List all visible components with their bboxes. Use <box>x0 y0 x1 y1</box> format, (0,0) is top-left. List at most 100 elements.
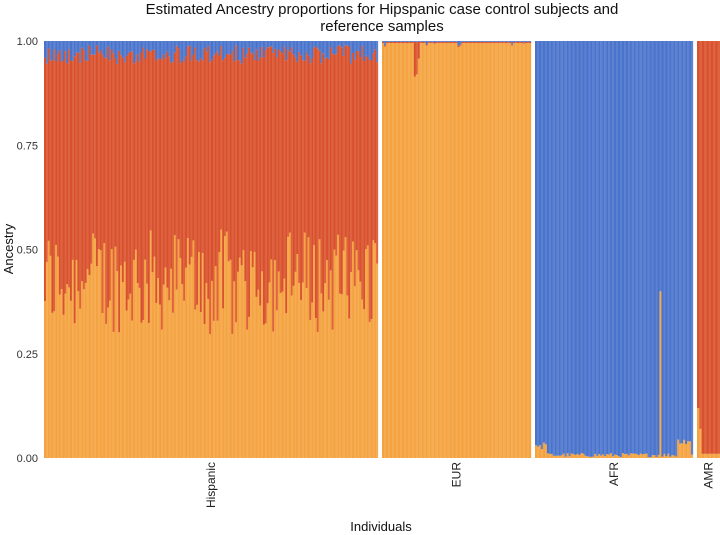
bar-segment-african <box>344 41 347 46</box>
y-tick-label: 0.50 <box>17 245 38 257</box>
bar-segment-european <box>435 43 438 458</box>
bar-segment-native-american <box>47 48 50 241</box>
bar-segment-european <box>125 310 128 458</box>
bar-segment-native-american <box>285 60 288 314</box>
bar-segment-african <box>554 41 557 456</box>
bar-segment-european <box>387 43 391 458</box>
bar-segment-european <box>136 283 139 458</box>
bar-segment-european <box>653 455 656 458</box>
bar-segment-african <box>105 41 108 59</box>
bar-segment-native-american <box>114 58 117 247</box>
bar-segment-native-american <box>475 41 478 44</box>
bar-segment-african <box>382 41 385 42</box>
bar-segment-european <box>663 453 666 458</box>
bar-segment-european <box>361 299 364 458</box>
bar-segment-african <box>352 41 355 54</box>
bar-segment-african <box>159 41 162 58</box>
bar-segment-african <box>136 41 139 55</box>
bar-segment-african <box>44 41 47 58</box>
bar-segment-european <box>103 243 106 458</box>
bar-segment-european <box>556 455 559 458</box>
bar-segment-native-american <box>270 46 273 260</box>
bar-segment-native-american <box>322 53 325 312</box>
bar-segment-african <box>223 41 226 58</box>
bar-segment-african <box>529 41 532 42</box>
bar-segment-native-american <box>339 45 342 294</box>
bar-segment-native-american <box>327 59 330 300</box>
bar-segment-african <box>244 41 247 58</box>
bar-segment-european <box>209 334 212 458</box>
bar-segment-native-american <box>697 41 700 408</box>
bar-segment-native-american <box>342 55 345 251</box>
bar-segment-european <box>604 456 607 458</box>
bar-segment-european <box>683 439 686 458</box>
bar-segment-african <box>584 41 587 456</box>
bar-segment-european <box>651 455 654 458</box>
bar-segment-african <box>673 41 676 456</box>
bar-segment-european <box>262 324 265 458</box>
bar-segment-european <box>489 43 492 458</box>
bar-segment-european <box>159 304 162 458</box>
bar-segment-african <box>449 41 452 42</box>
bar-segment-native-american <box>298 51 301 283</box>
bar-segment-european <box>314 318 317 458</box>
bar-segment-african <box>465 41 468 42</box>
bar-segment-african <box>535 41 538 446</box>
bar-segment-native-american <box>155 60 158 303</box>
bar-segment-european <box>77 291 80 458</box>
bar-segment-european <box>437 43 440 458</box>
bar-segment-african <box>497 41 500 42</box>
bar-segment-native-american <box>129 51 132 294</box>
bar-segment-native-american <box>118 50 121 333</box>
bar-segment-native-american <box>288 51 291 233</box>
bar-segment-african <box>417 41 420 42</box>
bar-segment-african <box>203 41 206 49</box>
bar-segment-native-american <box>523 42 526 44</box>
bar-segment-native-american <box>90 54 93 264</box>
bar-segment-african <box>544 41 548 445</box>
bar-segment-european <box>331 329 334 458</box>
bar-segment-native-american <box>499 41 502 44</box>
bar-segment-european <box>383 46 387 459</box>
bar-segment-european <box>501 43 504 458</box>
bar-segment-european <box>281 291 284 458</box>
bar-segment-european <box>540 449 544 458</box>
bar-segment-african <box>49 41 52 61</box>
bar-segment-african <box>327 41 330 60</box>
bar-segment-european <box>272 331 275 458</box>
bar-segment-european <box>353 286 356 458</box>
bar-segment-african <box>120 41 123 56</box>
bar-segment-african <box>566 41 569 454</box>
bar-segment-african <box>88 41 91 46</box>
bar-segment-european <box>149 230 152 458</box>
bar-segment-native-american <box>483 41 486 44</box>
bar-segment-european <box>203 324 206 458</box>
bar-segment-african <box>459 41 462 45</box>
y-tick-label: 0.25 <box>17 349 38 361</box>
bar-segment-european <box>596 455 599 458</box>
bar-segment-european <box>99 250 102 458</box>
bar-segment-african <box>177 41 180 49</box>
bar-segment-european <box>238 257 241 458</box>
bar-segment-european <box>309 319 312 458</box>
bar-segment-native-american <box>112 53 115 332</box>
bar-segment-african <box>305 41 308 53</box>
bar-segment-european <box>201 253 204 458</box>
bar-segment-african <box>523 41 526 43</box>
bar-segment-european <box>669 456 672 458</box>
bar-segment-african <box>253 41 256 60</box>
bar-segment-native-american <box>227 54 230 262</box>
bar-segment-african <box>503 41 506 42</box>
bar-segment-african <box>353 41 356 60</box>
bar-segment-native-american <box>268 47 271 283</box>
bar-segment-african <box>606 41 609 455</box>
bar-segment-african <box>142 41 145 48</box>
bar-segment-native-american <box>708 41 711 454</box>
bar-segment-european <box>168 300 171 458</box>
bar-segment-european <box>218 252 221 458</box>
bar-segment-european <box>491 43 494 458</box>
bar-segment-african <box>689 41 692 442</box>
bar-segment-african <box>129 41 132 52</box>
bar-segment-european <box>233 281 236 458</box>
bar-segment-african <box>625 41 628 454</box>
